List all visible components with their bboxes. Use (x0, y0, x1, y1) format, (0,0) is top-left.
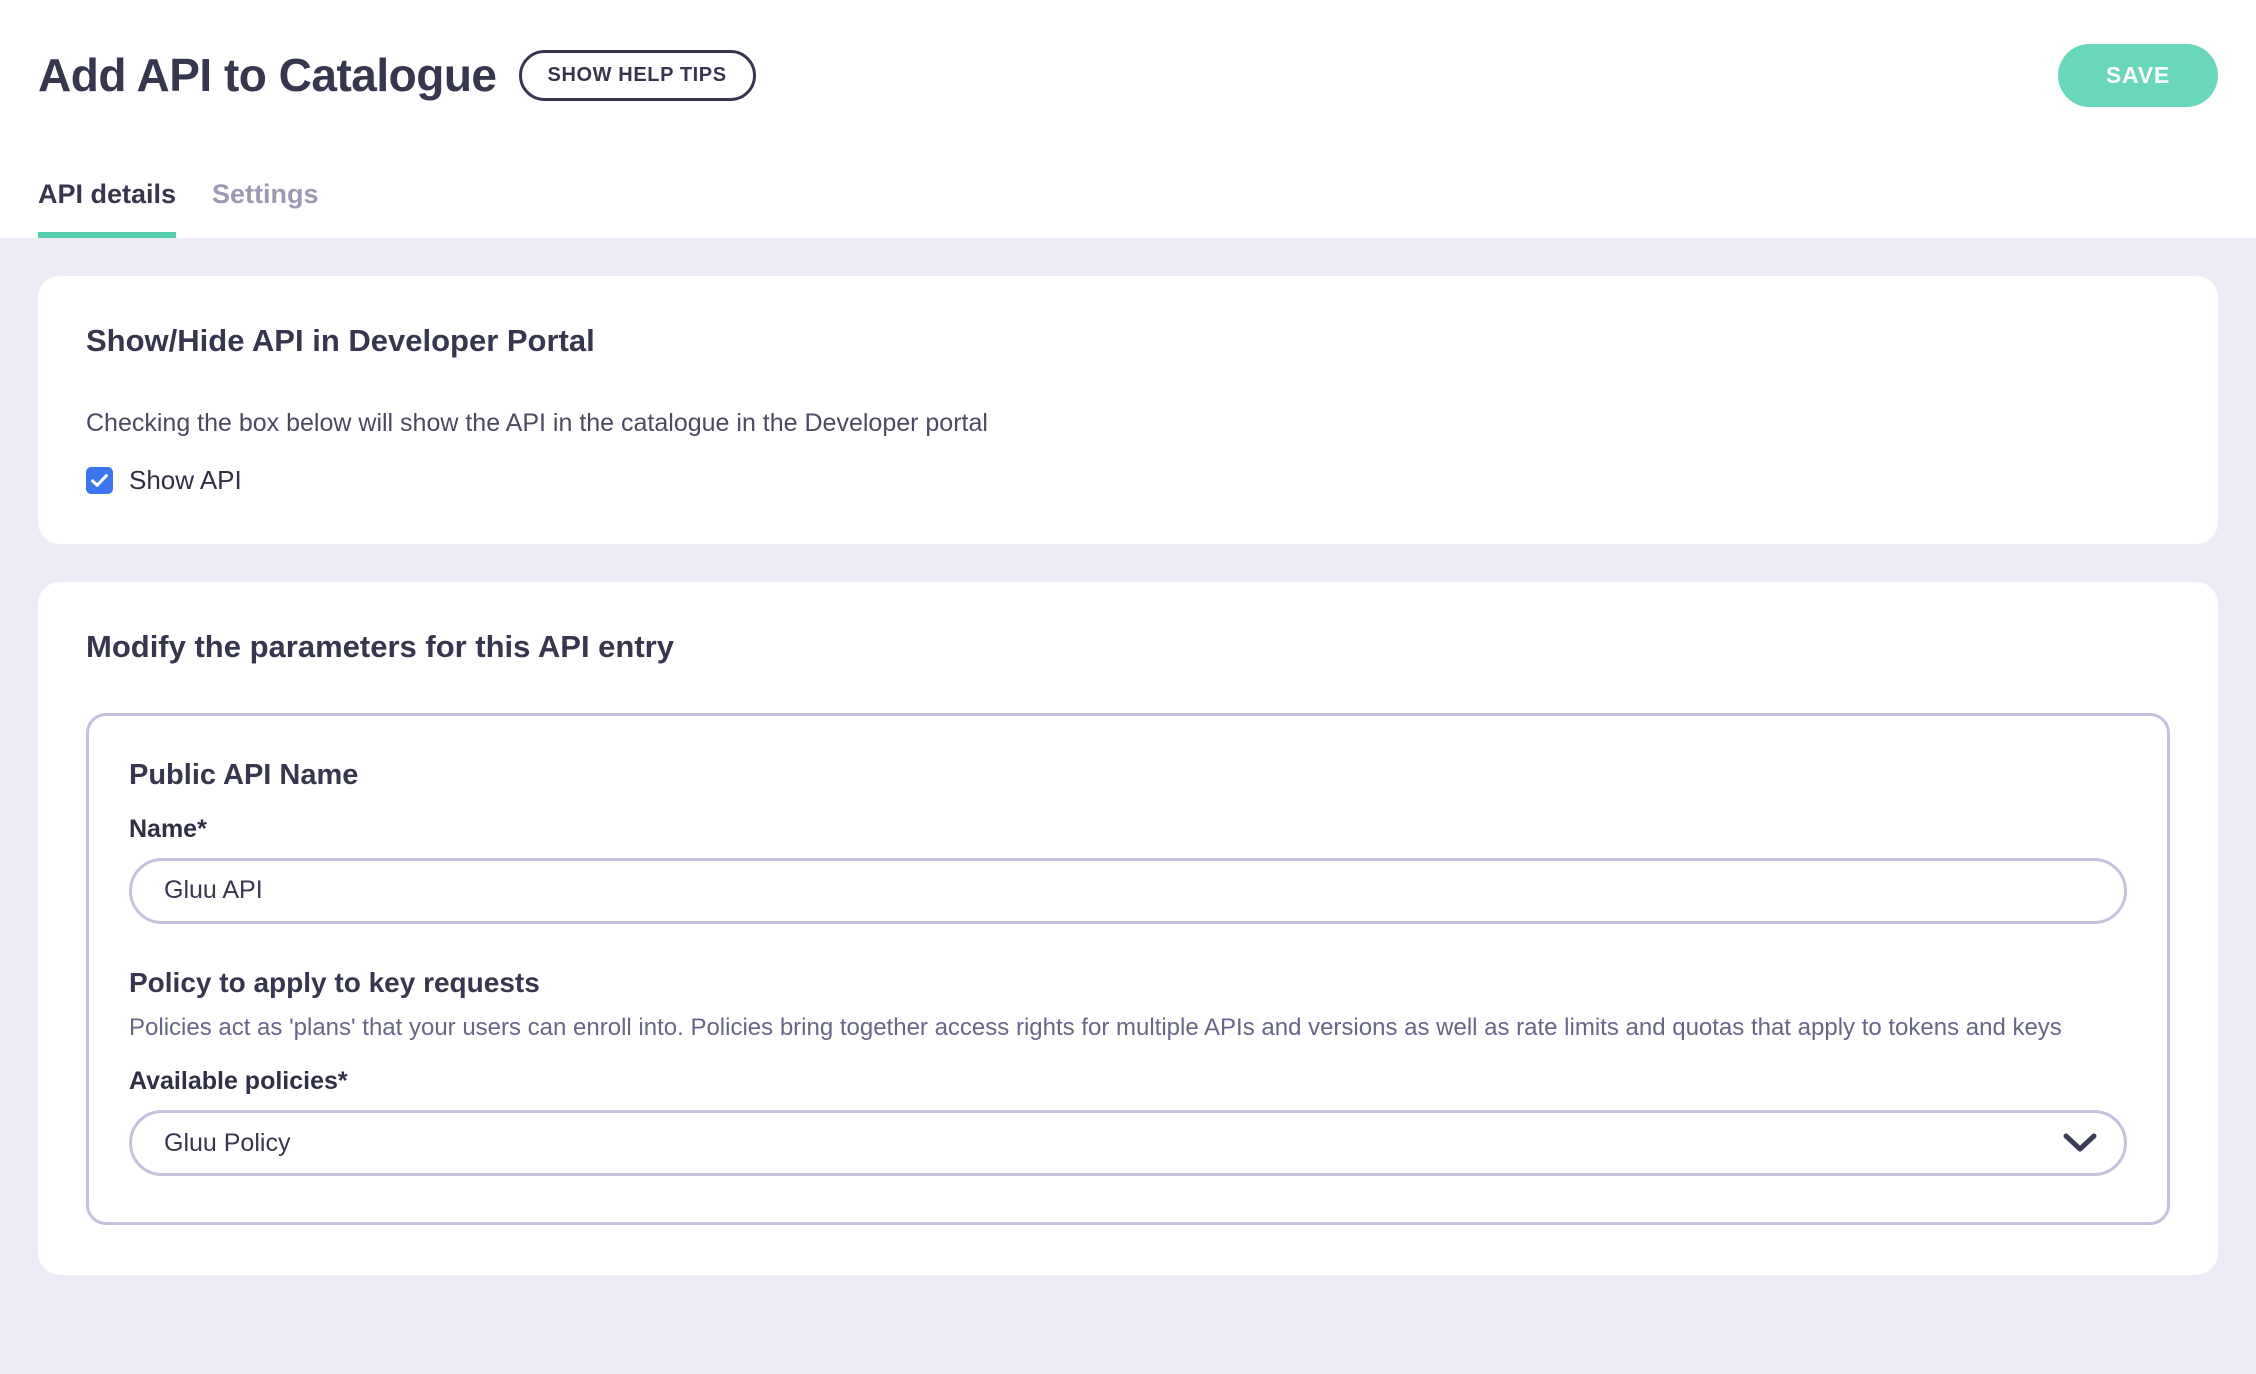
page-title: Add API to Catalogue (38, 49, 497, 101)
available-policies-select-wrap: Gluu Policy (129, 1110, 2127, 1177)
public-api-name-heading: Public API Name (129, 758, 359, 791)
name-input[interactable] (129, 857, 2127, 924)
policy-section-heading: Policy to apply to key requests (129, 966, 540, 998)
show-api-checkbox-row[interactable]: Show API (86, 465, 2170, 496)
show-api-checkbox-label[interactable]: Show API (129, 465, 242, 496)
show-hide-api-title: Show/Hide API in Developer Portal (86, 323, 595, 358)
tab-bar: API details Settings (0, 180, 357, 238)
header-top-row: Add API to Catalogue SHOW HELP TIPS SAVE (0, 0, 2256, 150)
show-api-checkbox[interactable] (86, 466, 113, 494)
name-field-label: Name* (129, 814, 207, 843)
page-content: Show/Hide API in Developer Portal Checki… (0, 238, 2256, 1276)
page-header: Add API to Catalogue SHOW HELP TIPS SAVE… (0, 0, 2256, 238)
tab-settings[interactable]: Settings (212, 179, 319, 210)
modify-parameters-card: Modify the parameters for this API entry… (38, 581, 2218, 1276)
check-icon (91, 473, 108, 487)
show-hide-api-card: Show/Hide API in Developer Portal Checki… (38, 276, 2218, 544)
save-button[interactable]: SAVE (2057, 43, 2218, 107)
available-policies-select[interactable]: Gluu Policy (129, 1110, 2127, 1177)
tab-api-details[interactable]: API details (38, 180, 177, 238)
public-api-name-panel: Public API Name Name* Policy to apply to… (86, 712, 2170, 1226)
modify-parameters-title: Modify the parameters for this API entry (86, 628, 674, 664)
show-help-tips-button[interactable]: SHOW HELP TIPS (518, 49, 756, 101)
available-policies-label: Available policies* (129, 1067, 348, 1096)
policy-section-description: Policies act as 'plans' that your users … (129, 1014, 2062, 1042)
show-hide-api-description: Checking the box below will show the API… (86, 409, 988, 438)
